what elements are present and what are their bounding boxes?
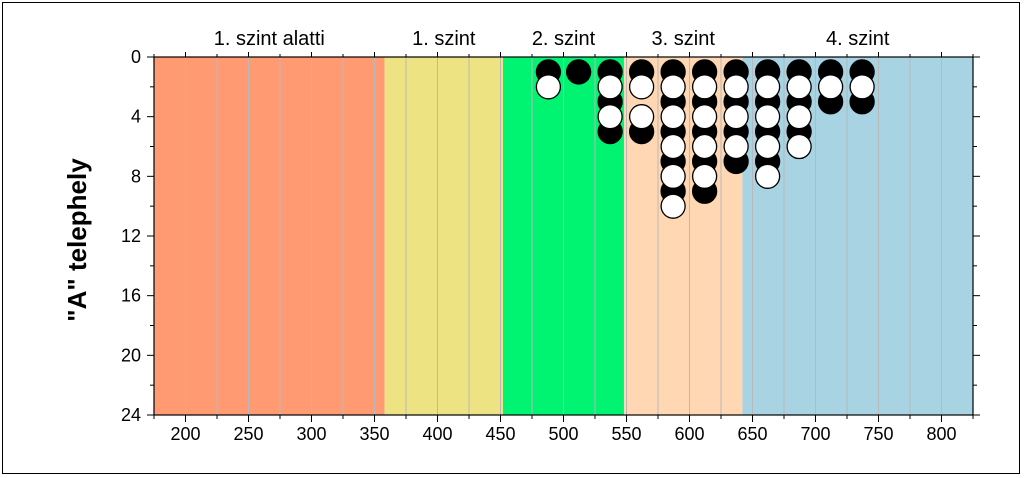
- point-white: [691, 74, 718, 100]
- point-white: [691, 133, 718, 160]
- y-axis-title: "A" telephely: [62, 158, 92, 322]
- x-tick-label: 650: [737, 424, 767, 444]
- point-white: [628, 104, 655, 130]
- y-tick-label: 8: [131, 166, 141, 186]
- point-white: [723, 104, 749, 130]
- zone-label-1: 1. szint alatti: [214, 28, 325, 50]
- x-tick-label: 750: [863, 424, 893, 444]
- point-white: [660, 133, 686, 160]
- zone-band-1: [154, 57, 385, 415]
- point-white: [660, 74, 686, 100]
- x-tick-label: 300: [296, 424, 326, 444]
- zone-label-2: 1. szint: [412, 28, 476, 50]
- zone-label-4: 3. szint: [652, 28, 716, 50]
- point-white: [754, 74, 781, 100]
- point-white: [597, 104, 623, 130]
- point-white: [691, 163, 718, 189]
- zone-label-5: 4. szint: [826, 28, 890, 50]
- point-white: [597, 74, 623, 100]
- point-white: [849, 74, 875, 100]
- point-white: [691, 104, 718, 130]
- axes: 200 250 300 350 400 450 500 550 600 650 700 750 800 0…: [121, 47, 980, 444]
- point-white: [786, 74, 812, 100]
- point-white: [817, 74, 844, 100]
- zone-labels: 1. szint alatti 1. szint 2. szint 3. szint 4…: [214, 28, 890, 50]
- x-tick-label: 450: [485, 424, 515, 444]
- zone-label-3: 2. szint: [532, 28, 596, 50]
- x-tick-label: 800: [926, 424, 956, 444]
- x-tick-label: 550: [611, 424, 641, 444]
- x-tick-label: 200: [170, 424, 200, 444]
- point-white: [660, 193, 686, 219]
- point-white: [723, 133, 749, 160]
- point-white: [786, 104, 812, 130]
- point-white: [723, 74, 749, 100]
- data-points: [535, 59, 875, 219]
- x-tick-label: 350: [359, 424, 389, 444]
- zone-band-2: [384, 57, 504, 415]
- x-tick-label: 250: [233, 424, 263, 444]
- x-tick-label: 600: [674, 424, 704, 444]
- point-white: [754, 163, 781, 189]
- y-tick-label: 4: [131, 107, 141, 127]
- y-tick-label: 16: [121, 286, 141, 306]
- point-white: [660, 104, 686, 130]
- point-white: [535, 74, 562, 100]
- point-white: [754, 133, 781, 160]
- point-white: [754, 104, 781, 130]
- y-tick-label: 20: [121, 345, 141, 365]
- x-tick-label: 400: [422, 424, 452, 444]
- x-tick-label: 700: [800, 424, 830, 444]
- zone-band-5: [742, 57, 973, 415]
- point-white: [660, 163, 686, 189]
- point-white: [786, 133, 812, 160]
- y-tick-label: 12: [121, 226, 141, 246]
- grid-lines: [153, 57, 974, 415]
- point-white: [628, 74, 655, 100]
- point-black: [565, 59, 592, 85]
- y-tick-label: 0: [131, 47, 141, 67]
- x-tick-label: 500: [548, 424, 578, 444]
- y-tick-label: 24: [121, 405, 141, 425]
